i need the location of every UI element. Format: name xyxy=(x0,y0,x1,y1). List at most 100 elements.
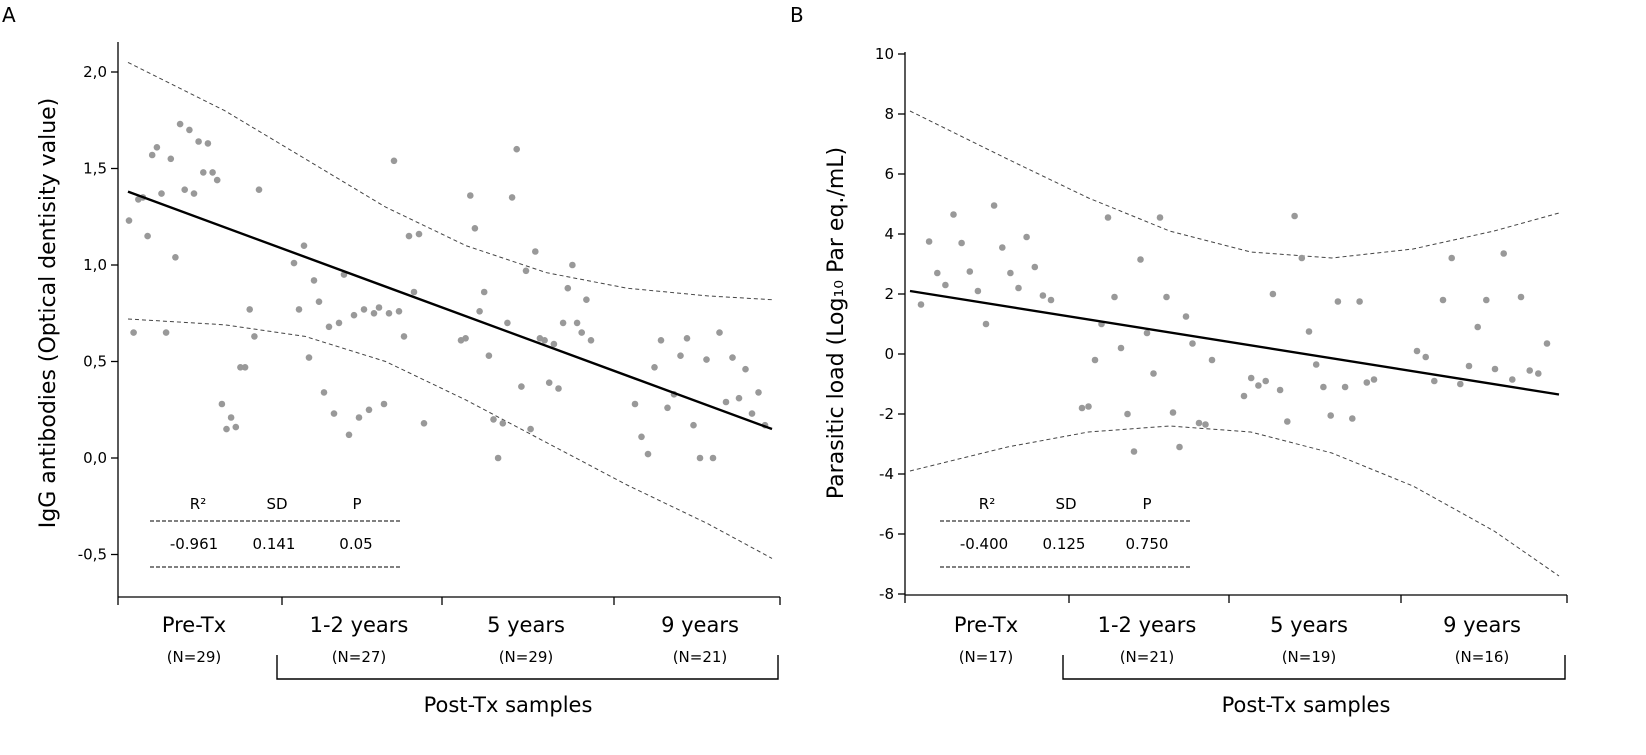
panel-a-data-point xyxy=(664,404,671,412)
panel-a-data-point xyxy=(532,248,539,255)
panel-a-data-point xyxy=(527,425,534,433)
panel-a-data-point xyxy=(300,242,308,249)
panel-b-data-point xyxy=(1195,419,1203,427)
panel-a-data-point xyxy=(513,145,520,153)
panel-a-data-point xyxy=(587,337,595,344)
panel-b-n-label: (N=21) xyxy=(1120,648,1175,666)
panel-a-ci-lower-band xyxy=(127,318,773,559)
panel-a-data-point xyxy=(237,364,244,371)
panel-b-data-point xyxy=(1349,415,1356,422)
panel-b-data-point xyxy=(1517,293,1525,301)
panel-a-data-point xyxy=(167,155,175,163)
panel-a-confidence-bands xyxy=(127,61,773,559)
panel-a-n-label: (N=29) xyxy=(167,648,222,666)
panel-b-data-point xyxy=(1104,214,1112,221)
panel-a-ci-upper-band xyxy=(127,61,773,301)
panel-b-data-point xyxy=(1163,293,1170,301)
panel-a-data-point xyxy=(380,400,388,408)
panel-a-y-tick-label: 1,5 xyxy=(83,160,107,178)
panel-b-data-point xyxy=(1202,421,1209,428)
panel-a-data-point xyxy=(130,329,137,336)
panel-b-ci-lower-band xyxy=(909,425,1560,577)
panel-b-data-point xyxy=(974,287,982,295)
panel-a-data-point xyxy=(638,433,645,441)
panel-a-data-point xyxy=(290,259,298,267)
panel-a-data-point xyxy=(703,356,710,363)
panel-b-data-point xyxy=(1276,386,1284,394)
panel-b-y-tick-label: -8 xyxy=(879,585,894,603)
panel-b-category-label: 9 years xyxy=(1443,613,1521,637)
panel-b-data-point xyxy=(1465,362,1473,370)
panel-a-data-point xyxy=(200,169,207,176)
panel-b-y-tick-label: 6 xyxy=(884,165,894,183)
panel-b-n-label: (N=19) xyxy=(1282,648,1337,666)
panel-a-data-point xyxy=(748,410,756,417)
panel-a-data-point xyxy=(400,333,408,340)
panel-a-data-point xyxy=(716,329,723,336)
panel-b-letter: B xyxy=(790,3,804,27)
panel-b-data-point xyxy=(1078,404,1086,412)
panel-b-data-point xyxy=(1312,361,1320,368)
panel-a-stats-table: R² SD P -0.961 0.141 0.05 xyxy=(150,495,400,568)
panel-b-y-tick-label: 4 xyxy=(884,225,894,243)
panel-a-n-label: (N=29) xyxy=(499,648,554,666)
panel-b-fit xyxy=(909,289,1560,396)
panel-b-data-point xyxy=(982,320,990,328)
panel-a-data-point xyxy=(742,365,749,373)
panel-a-data-point xyxy=(330,410,338,417)
panel-a-data-point xyxy=(335,319,343,327)
panel-b-y-tick-label: -6 xyxy=(879,525,894,543)
panel-a-data-point xyxy=(415,230,423,238)
panel-b-data-point xyxy=(1474,323,1481,331)
panel-b-data-point xyxy=(1247,374,1255,382)
panel-b-data-point xyxy=(1526,367,1533,374)
panel-a-data-point xyxy=(494,454,502,462)
panel-a-data-point xyxy=(755,389,762,396)
panel-b-data-point xyxy=(950,211,957,218)
panel-a-y-tick-label: 1,0 xyxy=(83,256,107,274)
panel-b-data-point xyxy=(1091,356,1099,364)
panel-b-stat-header-sd: SD xyxy=(1055,495,1076,513)
panel-b-data-point xyxy=(1262,377,1269,385)
panel-b-stats-table: R² SD P -0.400 0.125 0.750 xyxy=(940,495,1190,568)
panel-a-data-point xyxy=(499,420,507,427)
panel-a-data-point xyxy=(471,225,479,232)
panel-b-data-point xyxy=(1130,448,1138,455)
panel-a-y-tick-label: 0,5 xyxy=(83,353,107,371)
panel-b-data-point xyxy=(1111,293,1118,301)
panel-b-data-point xyxy=(942,281,949,289)
panel-b-category-label: 5 years xyxy=(1270,613,1348,637)
panel-b-data-point xyxy=(1124,410,1131,418)
panel-b-data-point xyxy=(1320,383,1327,391)
panel-a-y-tick-label: 2,0 xyxy=(83,63,107,81)
panel-a-regression-line xyxy=(127,190,773,431)
panel-a-data-point xyxy=(559,319,567,327)
panel-b-data-point xyxy=(1143,329,1151,337)
panel-a-data-point xyxy=(218,400,226,408)
panel-b-y-tick-label: 0 xyxy=(884,345,894,363)
panel-b-post-tx-label: Post-Tx samples xyxy=(1222,693,1391,717)
panel-b-confidence-bands xyxy=(909,110,1560,577)
panel-a-data-point xyxy=(410,288,418,296)
panel-a-data-point xyxy=(683,335,691,342)
panel-a-data-point xyxy=(186,126,193,134)
panel-a-stat-header-p: P xyxy=(352,495,361,513)
panel-a-categories: Pre-Tx (N=29) 1-2 years (N=27) 5 years (N=29)… xyxy=(162,613,739,666)
panel-a-data-point xyxy=(305,354,313,361)
panel-a-data-point xyxy=(651,364,658,371)
panel-b-data-point xyxy=(1182,313,1190,320)
panel-a-data-point xyxy=(204,140,212,147)
panel-b-data-point xyxy=(1439,296,1447,304)
panel-a-data-point xyxy=(578,329,585,336)
panel-a-data-point xyxy=(420,420,428,427)
panel-a-y-tick-label: 0,0 xyxy=(83,449,107,467)
panel-a-data-point xyxy=(350,311,358,319)
panel-a-data-point xyxy=(153,144,161,151)
panel-b-data-point xyxy=(1031,263,1039,271)
panel-b-categories: Pre-Tx (N=17) 1-2 years (N=21) 5 years (N=19)… xyxy=(954,613,1521,666)
panel-a-data-point xyxy=(722,398,730,406)
panel-a-category-label: 9 years xyxy=(661,613,739,637)
panel-a-data-point xyxy=(148,151,156,159)
panel-a-n-label: (N=27) xyxy=(332,648,387,666)
panel-a-data-point xyxy=(241,364,249,371)
